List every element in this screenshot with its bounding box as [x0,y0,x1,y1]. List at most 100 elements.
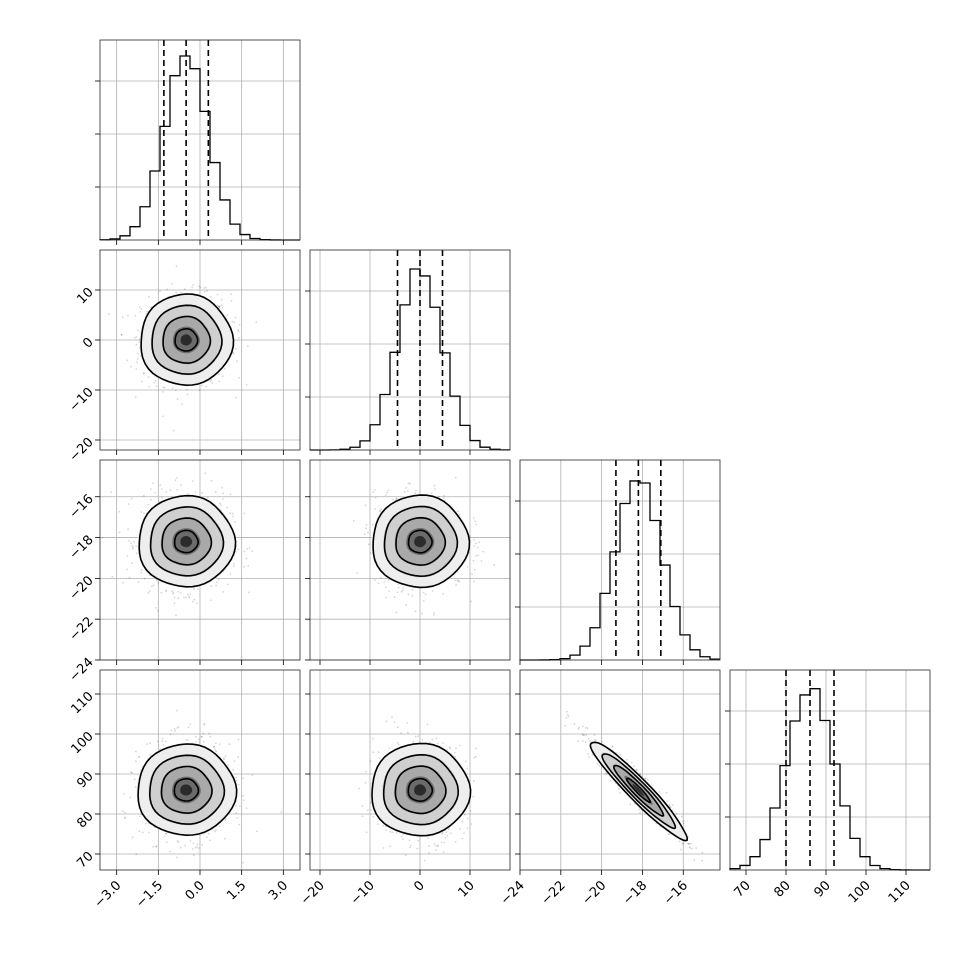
sample-point [409,482,411,485]
sample-point [218,380,221,383]
sample-point [237,783,240,786]
sample-point [135,336,138,338]
sample-point [126,554,129,557]
sample-point [237,548,240,551]
sample-point [475,523,478,526]
sample-point [139,310,142,313]
x-tick-label: 0 [411,878,427,894]
sample-point [218,305,221,308]
sample-point [446,834,449,837]
sample-point [147,591,150,594]
sample-point [426,723,429,726]
sample-point [433,612,436,614]
sample-point [242,794,244,797]
sample-point [379,757,381,759]
sample-point [122,581,125,584]
sample-point [138,815,141,818]
sample-point [280,811,283,813]
sample-point [157,740,159,743]
sample-point [238,823,241,826]
sample-point [681,815,683,818]
sample-point [459,828,462,830]
sample-point [422,591,425,594]
sample-point [412,741,415,743]
sample-point [195,741,198,743]
sample-point [442,851,445,853]
sample-point [471,573,473,575]
sample-point [397,743,400,746]
sample-point [130,497,133,500]
sample-point [358,787,361,790]
sample-point [407,593,410,596]
sample-point [162,386,165,389]
sample-point [470,823,473,825]
sample-point [385,586,387,589]
sample-point [473,756,476,759]
sample-point [387,579,390,581]
sample-point [445,831,448,833]
sample-point [162,415,165,418]
sample-point [444,836,447,839]
sample-point [404,491,406,493]
sample-point [128,576,131,579]
sample-point [137,352,140,355]
sample-point [189,723,192,726]
sample-point [402,587,404,589]
sample-point [148,385,151,388]
sample-point [148,590,151,592]
sample-point [187,739,189,742]
sample-point [202,740,205,743]
sample-point [214,491,217,494]
sample-point [173,596,176,599]
sample-point [371,737,374,740]
sample-point [142,372,145,374]
sample-point [388,747,391,749]
sample-point [372,816,375,818]
sample-point [377,751,380,754]
sample-point [477,554,479,557]
sample-point [218,373,220,376]
sample-point [173,602,176,604]
sample-point [373,488,376,491]
sample-point [194,491,197,493]
sample-point [126,568,128,571]
sample-point [370,809,373,811]
sample-point [172,591,175,594]
sample-point [393,596,396,598]
sample-point [163,386,166,389]
sample-point [175,389,177,391]
sample-point [475,555,477,557]
sample-point [133,541,135,543]
sample-point [466,566,469,568]
sample-point [361,805,364,807]
density-panel-2-3: −24 −22 −20 −18 −16 [498,669,721,908]
sample-point [473,568,476,571]
sample-point [218,743,221,746]
sample-point [201,844,204,846]
sample-point [143,577,146,580]
sample-point [466,767,469,770]
sample-point [129,796,132,799]
sample-point [222,492,225,495]
sample-point [150,306,152,309]
sample-point [230,299,233,302]
sample-point [392,498,394,501]
sample-point [415,489,417,492]
sample-point [162,391,165,393]
sample-point [402,838,404,840]
panel-frame [519,459,721,661]
sample-point [143,494,145,497]
sample-point [133,337,136,339]
sample-point [223,837,226,840]
sample-point [221,306,224,309]
sample-point [192,842,195,845]
sample-point [480,560,483,562]
sample-point [387,489,390,492]
sample-point [214,742,217,745]
sample-point [123,793,125,795]
sample-point [183,288,186,290]
sample-point [204,472,207,475]
sample-point [246,345,249,348]
sample-point [369,760,372,762]
sample-point [121,316,124,319]
